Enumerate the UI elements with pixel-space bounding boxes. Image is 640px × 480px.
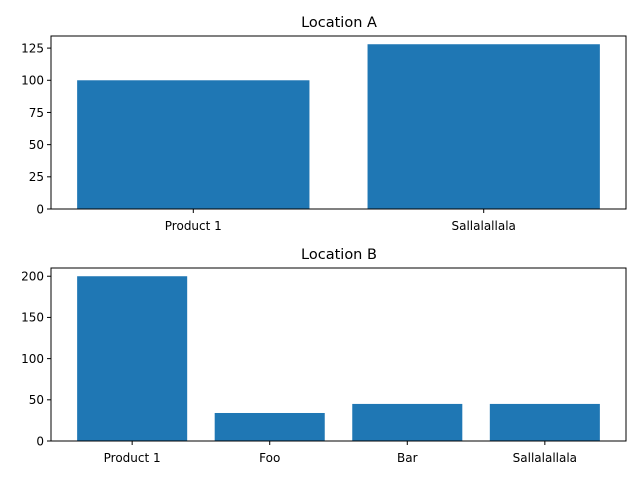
x-tick-label: Product 1 xyxy=(104,451,161,465)
x-tick-label: Sallalallala xyxy=(513,451,577,465)
y-tick-label: 75 xyxy=(29,106,44,120)
y-tick-label: 100 xyxy=(21,352,44,366)
plot-frame xyxy=(50,267,627,442)
y-tick-label: 150 xyxy=(21,311,44,325)
chart-panel-location-b: Location B 0 50 100 150 200 Product 1 Foo Bar Sa… xyxy=(21,247,627,465)
bar-sallalallala xyxy=(489,403,600,441)
y-tick-label: 100 xyxy=(21,74,44,88)
x-tick-label: Bar xyxy=(397,451,418,465)
x-tick-label: Sallalallala xyxy=(452,219,516,233)
x-tick-label: Foo xyxy=(259,451,280,465)
bar-foo xyxy=(214,412,325,441)
x-tick-label: Product 1 xyxy=(165,219,222,233)
bar-sallalallala xyxy=(367,44,600,209)
y-tick-label: 50 xyxy=(29,393,44,407)
chart-title: Location B xyxy=(301,247,377,263)
plot-frame xyxy=(50,35,627,210)
bar-product-1 xyxy=(77,80,310,210)
y-tick-label: 50 xyxy=(29,138,44,152)
y-tick-label: 0 xyxy=(36,434,44,448)
y-tick-label: 200 xyxy=(21,270,44,284)
y-tick-label: 25 xyxy=(29,170,44,184)
y-tick-label: 125 xyxy=(21,41,44,55)
bar-bar xyxy=(352,403,463,441)
chart-title: Location A xyxy=(301,15,377,31)
y-tick-label: 0 xyxy=(36,202,44,216)
chart-panel-location-a: Location A 0 25 50 75 100 125 Product 1 Sallala… xyxy=(21,15,627,233)
bar-product-1 xyxy=(77,276,188,441)
